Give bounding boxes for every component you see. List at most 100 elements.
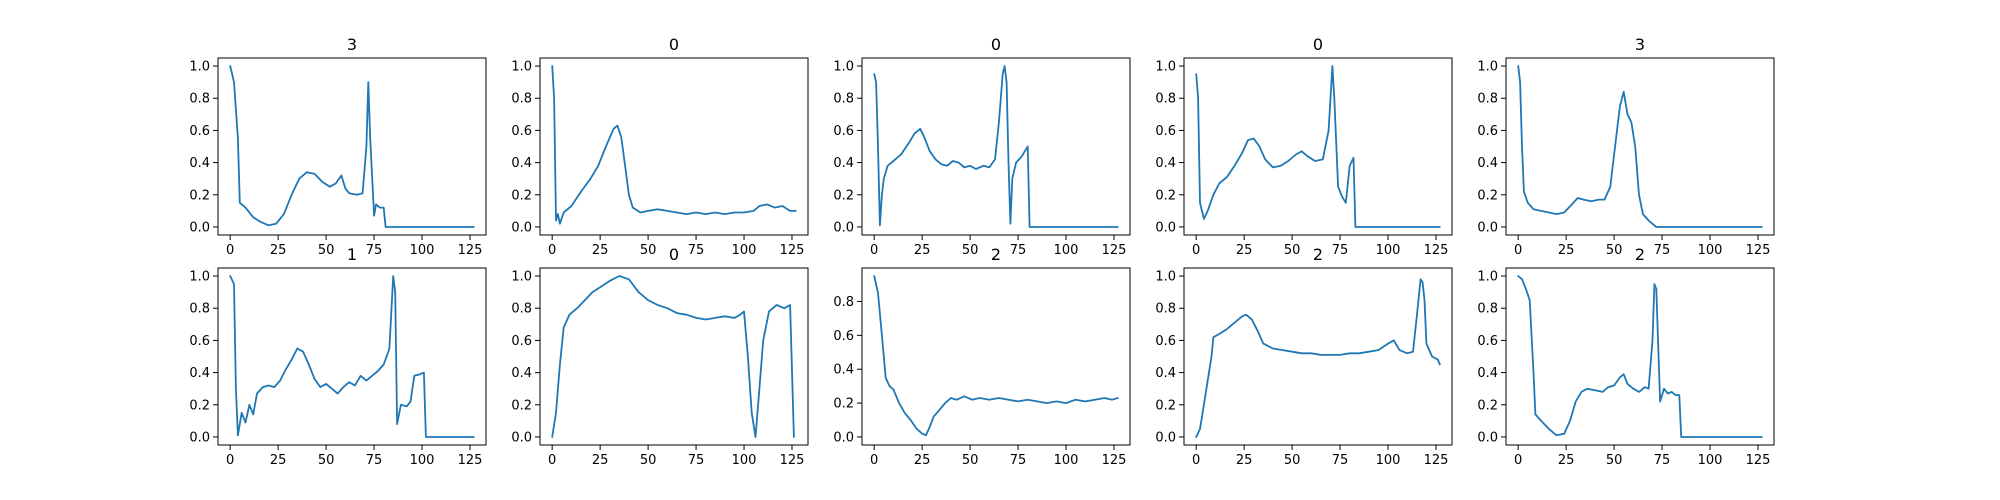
y-tick-label: 1.0	[189, 270, 210, 285]
y-tick-label: 0.0	[189, 220, 210, 235]
y-tick-label: 0.2	[511, 188, 532, 203]
y-tick-label: 0.0	[189, 430, 210, 445]
y-tick-label: 1.0	[1477, 270, 1498, 285]
y-tick-label: 0.8	[511, 92, 532, 107]
subplot-title: 0	[669, 35, 679, 54]
subplot-3: 0 25 50 75 100 125 0.0 0.2 0.4 0.6 0.8 1.0 0	[833, 35, 1131, 258]
y-tick-label: 0.6	[833, 329, 854, 344]
y-tick-label: 0.4	[511, 156, 532, 171]
y-tick-label: 0.8	[1155, 92, 1176, 107]
y-tick-label: 0.4	[833, 156, 854, 171]
x-tick-label: 50	[1606, 453, 1623, 468]
subplot-2: 0 25 50 75 100 125 0.0 0.2 0.4 0.6 0.8 1.0 0	[511, 35, 809, 258]
x-tick-label: 25	[1236, 453, 1253, 468]
y-tick-label: 0.4	[1477, 366, 1498, 381]
x-tick-label: 100	[1376, 243, 1401, 258]
y-tick-label: 0.2	[1477, 188, 1498, 203]
y-tick-label: 0.0	[1477, 220, 1498, 235]
x-tick-label: 100	[732, 453, 757, 468]
y-tick-label: 0.2	[511, 398, 532, 413]
y-tick-label: 0.6	[511, 334, 532, 349]
x-tick-label: 75	[688, 243, 705, 258]
x-tick-label: 25	[1236, 243, 1253, 258]
x-tick-label: 100	[1698, 243, 1723, 258]
y-tick-label: 0.0	[1477, 430, 1498, 445]
subplot-title: 0	[669, 245, 679, 264]
x-tick-label: 75	[1654, 453, 1671, 468]
x-tick-label: 0	[1514, 453, 1522, 468]
x-tick-label: 0	[1514, 243, 1522, 258]
subplot-9: 0 25 50 75 100 125 0.0 0.2 0.4 0.6 0.8 1.0 2	[1155, 245, 1453, 468]
y-tick-label: 0.4	[833, 363, 854, 378]
subplot-title: 3	[1635, 35, 1645, 54]
x-tick-label: 0	[548, 453, 556, 468]
y-tick-label: 0.4	[1477, 156, 1498, 171]
plot-frame	[539, 267, 809, 446]
x-tick-label: 50	[318, 453, 335, 468]
subplot-title: 2	[991, 245, 1001, 264]
x-tick-label: 100	[1054, 453, 1079, 468]
x-tick-label: 0	[1192, 453, 1200, 468]
x-tick-label: 100	[1376, 453, 1401, 468]
series-line	[551, 65, 797, 225]
y-tick-label: 0.0	[511, 430, 532, 445]
x-tick-label: 100	[410, 453, 435, 468]
subplot-title: 0	[991, 35, 1001, 54]
y-tick-label: 0.6	[1155, 124, 1176, 139]
y-tick-label: 0.6	[1477, 334, 1498, 349]
y-tick-label: 0.6	[189, 124, 210, 139]
subplot-title: 1	[347, 245, 357, 264]
y-tick-label: 0.2	[833, 188, 854, 203]
y-tick-label: 0.2	[1155, 398, 1176, 413]
x-tick-label: 0	[1192, 243, 1200, 258]
x-tick-label: 125	[1746, 453, 1771, 468]
y-tick-label: 1.0	[1155, 270, 1176, 285]
y-tick-label: 0.4	[189, 366, 210, 381]
y-tick-label: 0.8	[1155, 302, 1176, 317]
x-tick-label: 0	[870, 453, 878, 468]
y-tick-label: 0.8	[1477, 302, 1498, 317]
x-tick-label: 125	[780, 453, 805, 468]
x-tick-label: 0	[226, 453, 234, 468]
x-tick-label: 100	[732, 243, 757, 258]
x-tick-label: 125	[1424, 453, 1449, 468]
series-line	[1517, 65, 1763, 228]
x-tick-label: 75	[688, 453, 705, 468]
x-tick-label: 125	[1102, 243, 1127, 258]
plot-frame	[1505, 57, 1775, 236]
x-tick-label: 125	[458, 243, 483, 258]
x-tick-label: 75	[366, 243, 383, 258]
y-tick-label: 0.2	[1155, 188, 1176, 203]
y-tick-label: 0.2	[1477, 398, 1498, 413]
subplot-4: 0 25 50 75 100 125 0.0 0.2 0.4 0.6 0.8 1.0 0	[1155, 35, 1453, 258]
x-tick-label: 125	[458, 453, 483, 468]
y-tick-label: 0.2	[189, 398, 210, 413]
y-tick-label: 0.4	[189, 156, 210, 171]
x-tick-label: 25	[914, 453, 931, 468]
x-tick-label: 0	[870, 243, 878, 258]
y-tick-label: 1.0	[1155, 60, 1176, 75]
x-tick-label: 50	[640, 453, 657, 468]
series-line	[551, 275, 795, 438]
plot-frame	[861, 57, 1131, 236]
x-tick-label: 100	[1054, 243, 1079, 258]
y-tick-label: 0.8	[833, 92, 854, 107]
y-tick-label: 1.0	[511, 60, 532, 75]
series-line	[873, 275, 1119, 437]
x-tick-label: 50	[1284, 453, 1301, 468]
plot-frame	[217, 267, 487, 446]
plot-frame	[861, 267, 1131, 446]
x-tick-label: 25	[592, 453, 609, 468]
subplot-6: 0 25 50 75 100 125 0.0 0.2 0.4 0.6 0.8 1.0 1	[189, 245, 487, 468]
series-line	[1195, 278, 1441, 438]
y-tick-label: 0.8	[1477, 92, 1498, 107]
x-tick-label: 25	[270, 453, 287, 468]
subplot-title: 0	[1313, 35, 1323, 54]
x-tick-label: 75	[1332, 453, 1349, 468]
x-tick-label: 50	[640, 243, 657, 258]
x-tick-label: 75	[1654, 243, 1671, 258]
y-tick-label: 1.0	[833, 60, 854, 75]
series-line	[229, 65, 475, 228]
y-tick-label: 1.0	[189, 60, 210, 75]
